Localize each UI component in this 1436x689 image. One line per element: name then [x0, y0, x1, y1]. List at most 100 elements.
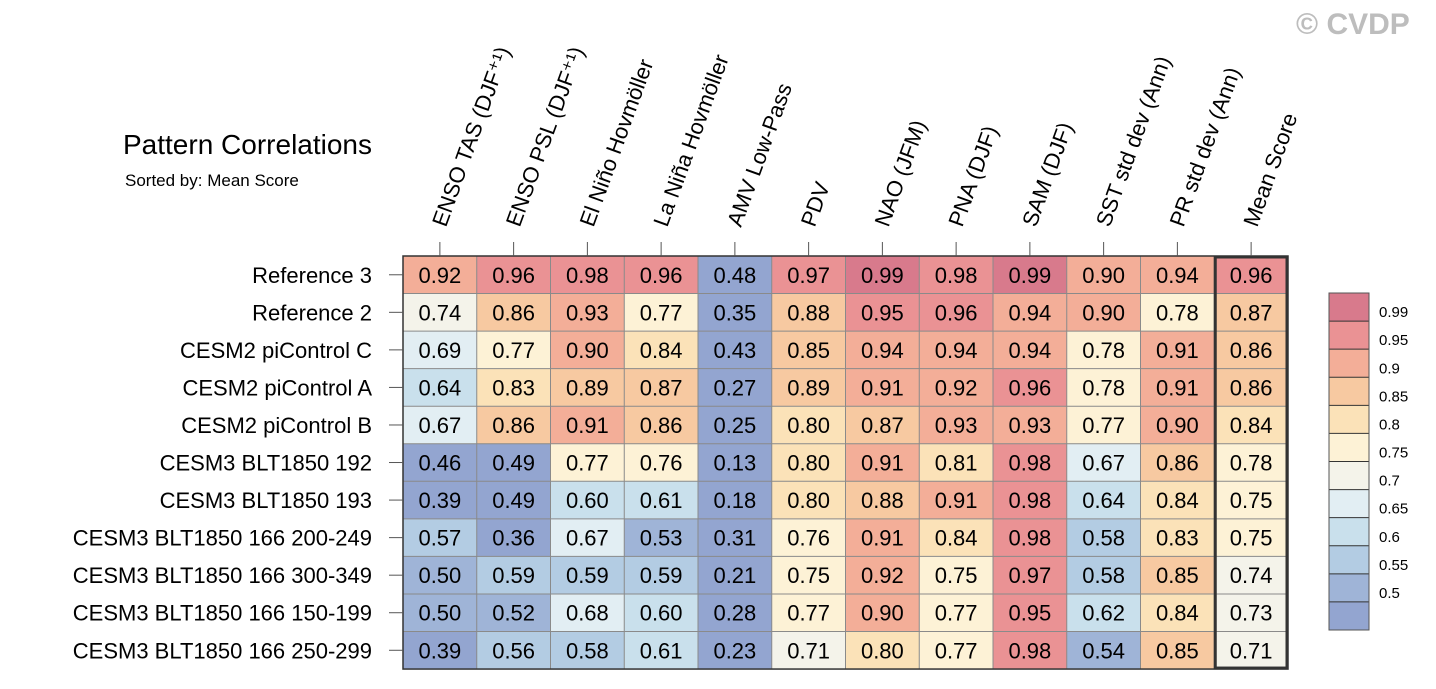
heatmap-cell [476, 518, 551, 557]
cell-value-label: 0.84 [935, 526, 978, 551]
cell-value-label: 0.90 [1082, 263, 1125, 288]
cell-value-label: 0.81 [935, 451, 978, 476]
heatmap-cell [771, 443, 846, 482]
heatmap-cell [919, 443, 993, 482]
cell-value-label: 0.85 [1156, 638, 1199, 663]
heatmap-cell [550, 481, 625, 519]
cell-value-label: 0.73 [1230, 601, 1273, 626]
heatmap-cell [476, 593, 551, 632]
heatmap-cell [624, 593, 698, 632]
colorbar-label: 0.99 [1379, 304, 1408, 321]
heatmap-cell [993, 481, 1067, 519]
cell-value-label: 0.77 [566, 451, 609, 476]
cell-value-label: 0.89 [787, 375, 830, 400]
heatmap-cell [698, 518, 772, 557]
cell-value-label: 0.93 [935, 413, 978, 438]
heatmap-cell [919, 518, 993, 557]
heatmap-cell [403, 256, 477, 294]
cell-value-label: 0.91 [861, 526, 904, 551]
heatmap-cell [1214, 556, 1288, 594]
cell-value-label: 0.76 [787, 526, 830, 551]
cell-value-label: 0.68 [566, 601, 609, 626]
heatmap-cell [771, 331, 846, 369]
heatmap-cell [1140, 631, 1215, 670]
colorbar-label: 0.8 [1379, 416, 1400, 433]
row-label: Reference 2 [252, 300, 372, 325]
heatmap-cell [1214, 593, 1288, 632]
cell-value-label: 0.54 [1082, 638, 1125, 663]
cell-value-label: 0.80 [787, 451, 830, 476]
cell-value-label: 0.86 [492, 413, 535, 438]
heatmap-cell [1140, 293, 1215, 332]
cell-value-label: 0.90 [1082, 300, 1125, 325]
cell-value-label: 0.77 [787, 601, 830, 626]
colorbar-label: 0.5 [1379, 585, 1400, 602]
heatmap-cell [550, 331, 625, 369]
row-label: CESM2 piControl C [180, 338, 372, 363]
heatmap-cell [1140, 481, 1215, 519]
heatmap-cell [624, 256, 698, 294]
column-label: El Niño Hovmöller [575, 56, 659, 230]
colorbar-swatch [1329, 489, 1369, 518]
heatmap-cell [1140, 518, 1215, 557]
cell-value-label: 0.46 [418, 451, 461, 476]
heatmap-cell [476, 443, 551, 482]
cell-value-label: 0.75 [1230, 526, 1273, 551]
column-label: NAO (JFM) [870, 117, 932, 230]
heatmap-cell [1066, 406, 1141, 444]
heatmap-cell [771, 631, 846, 670]
cell-value-label: 0.78 [1082, 375, 1125, 400]
heatmap-cell [845, 631, 920, 670]
heatmap-cell [919, 368, 993, 407]
heatmap-cell [550, 256, 625, 294]
heatmap-cell [771, 593, 846, 632]
heatmap-cell [919, 481, 993, 519]
heatmap-cell [403, 331, 477, 369]
heatmap-cell [1140, 443, 1215, 482]
cell-value-label: 0.80 [787, 488, 830, 513]
heatmap-cell [624, 406, 698, 444]
heatmap-cell [624, 331, 698, 369]
cell-value-label: 0.85 [1156, 563, 1199, 588]
heatmap-cell [403, 518, 477, 557]
cell-value-label: 0.98 [1008, 488, 1051, 513]
heatmap-cell [1214, 256, 1288, 294]
cell-value-label: 0.43 [713, 338, 756, 363]
cell-value-label: 0.92 [861, 563, 904, 588]
heatmap-cell [1066, 293, 1141, 332]
cell-value-label: 0.78 [1082, 338, 1125, 363]
cell-value-label: 0.75 [787, 563, 830, 588]
cell-value-label: 0.31 [713, 526, 756, 551]
heatmap-cell [1066, 443, 1141, 482]
heatmap-cell [1214, 518, 1288, 557]
cell-value-label: 0.48 [713, 263, 756, 288]
cell-value-label: 0.97 [1008, 563, 1051, 588]
cell-value-label: 0.86 [1230, 375, 1273, 400]
cell-value-label: 0.56 [492, 638, 535, 663]
heatmap-cell [1140, 406, 1215, 444]
cell-value-label: 0.94 [1156, 263, 1199, 288]
cell-value-label: 0.80 [861, 638, 904, 663]
heatmap-cell [624, 293, 698, 332]
cell-value-label: 0.98 [1008, 451, 1051, 476]
heatmap-cell [993, 443, 1067, 482]
colorbar-label: 0.95 [1379, 332, 1408, 349]
cell-value-label: 0.92 [418, 263, 461, 288]
heatmap-cell [845, 406, 920, 444]
cell-value-label: 0.23 [713, 638, 756, 663]
heatmap-cell [993, 331, 1067, 369]
cell-value-label: 0.91 [566, 413, 609, 438]
colorbar-swatch [1329, 321, 1369, 350]
cell-value-label: 0.96 [492, 263, 535, 288]
cell-value-label: 0.77 [492, 338, 535, 363]
column-labels: ENSO TAS (DJF⁺¹)ENSO PSL (DJF⁺¹)El Niño … [427, 43, 1302, 256]
heatmap-cell [993, 556, 1067, 594]
heatmap-cell [1140, 593, 1215, 632]
heatmap-cell [1066, 518, 1141, 557]
cell-value-label: 0.58 [566, 638, 609, 663]
heatmap-cell [771, 368, 846, 407]
heatmap-cell [771, 293, 846, 332]
heatmap-cell [771, 556, 846, 594]
cell-value-label: 0.27 [713, 375, 756, 400]
colorbar-swatch [1329, 293, 1369, 322]
